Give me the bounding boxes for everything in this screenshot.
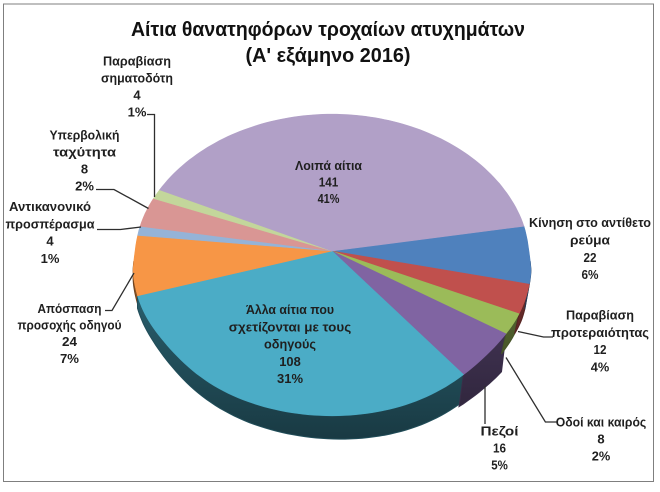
svg-text:24: 24 <box>62 334 78 349</box>
svg-text:8: 8 <box>81 162 88 177</box>
svg-text:Πεζοί: Πεζοί <box>481 424 519 439</box>
svg-text:6%: 6% <box>582 267 599 282</box>
svg-text:22: 22 <box>584 250 597 265</box>
svg-text:Αντικανονικό: Αντικανονικό <box>9 199 91 214</box>
svg-text:1%: 1% <box>128 105 147 120</box>
svg-text:Λοιπά αίτια: Λοιπά αίτια <box>295 158 362 173</box>
svg-text:προσοχής οδηγού: προσοχής οδηγού <box>18 318 122 333</box>
svg-text:16: 16 <box>493 441 506 456</box>
svg-text:οδηγούς: οδηγούς <box>264 337 316 352</box>
svg-text:41%: 41% <box>318 191 340 206</box>
svg-text:8: 8 <box>597 432 604 447</box>
svg-text:4: 4 <box>133 88 141 103</box>
svg-text:Παραβίαση: Παραβίαση <box>103 54 171 69</box>
svg-text:σηματοδότη: σηματοδότη <box>101 71 173 86</box>
svg-text:Αίτια θανατηφόρων τροχαίων ατυ: Αίτια θανατηφόρων τροχαίων ατυχημάτων <box>131 18 525 41</box>
svg-text:31%: 31% <box>277 371 303 386</box>
svg-text:Άλλα αίτια που: Άλλα αίτια που <box>246 302 334 317</box>
svg-text:Απόσπαση: Απόσπαση <box>38 301 102 316</box>
svg-text:προτεραιότητας: προτεραιότητας <box>551 325 649 340</box>
svg-text:12: 12 <box>594 342 607 357</box>
svg-text:2%: 2% <box>592 449 611 464</box>
svg-text:Παραβίαση: Παραβίαση <box>566 308 634 323</box>
svg-text:7%: 7% <box>60 351 79 366</box>
svg-text:4%: 4% <box>591 359 610 374</box>
svg-text:141: 141 <box>319 175 339 190</box>
svg-text:Οδοί και καιρός: Οδοί και καιρός <box>556 415 647 430</box>
svg-text:Κίνηση στο αντίθετο: Κίνηση στο αντίθετο <box>529 215 651 230</box>
svg-text:(Α' εξάμηνο 2016): (Α' εξάμηνο 2016) <box>246 44 411 67</box>
svg-text:108: 108 <box>279 354 301 369</box>
svg-text:Υπερβολική: Υπερβολική <box>50 128 120 143</box>
svg-text:ταχύτητα: ταχύτητα <box>53 145 116 160</box>
svg-text:προσπέρασμα: προσπέρασμα <box>6 216 95 231</box>
svg-text:2%: 2% <box>75 179 94 194</box>
svg-text:5%: 5% <box>491 458 508 473</box>
svg-text:ρεύμα: ρεύμα <box>570 232 610 247</box>
svg-text:4: 4 <box>46 234 54 249</box>
svg-text:σχετίζονται με τους: σχετίζονται με τους <box>229 319 352 334</box>
svg-text:1%: 1% <box>41 251 60 266</box>
